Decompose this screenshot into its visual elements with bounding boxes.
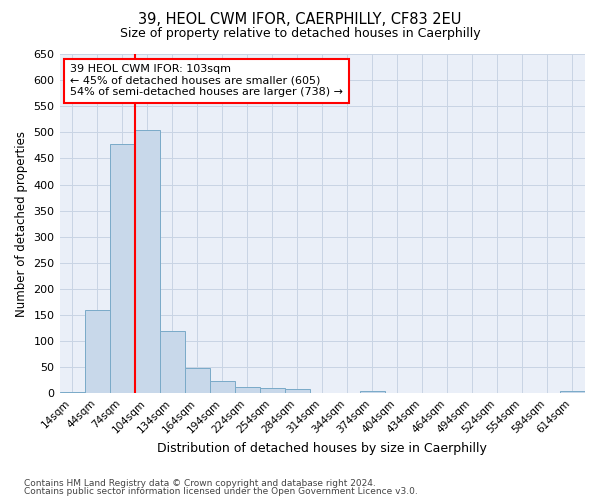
Text: Contains HM Land Registry data © Crown copyright and database right 2024.: Contains HM Land Registry data © Crown c…: [24, 478, 376, 488]
Bar: [185, 368, 209, 394]
Bar: [209, 382, 235, 394]
Y-axis label: Number of detached properties: Number of detached properties: [15, 130, 28, 316]
Text: Contains public sector information licensed under the Open Government Licence v3: Contains public sector information licen…: [24, 488, 418, 496]
Bar: [360, 390, 385, 394]
Text: 39, HEOL CWM IFOR, CAERPHILLY, CF83 2EU: 39, HEOL CWM IFOR, CAERPHILLY, CF83 2EU: [139, 12, 461, 28]
Bar: [260, 388, 285, 394]
Text: 39 HEOL CWM IFOR: 103sqm
← 45% of detached houses are smaller (605)
54% of semi-: 39 HEOL CWM IFOR: 103sqm ← 45% of detach…: [70, 64, 343, 98]
Text: Size of property relative to detached houses in Caerphilly: Size of property relative to detached ho…: [119, 28, 481, 40]
Bar: [560, 390, 585, 394]
Bar: [59, 392, 85, 394]
Bar: [235, 387, 260, 394]
X-axis label: Distribution of detached houses by size in Caerphilly: Distribution of detached houses by size …: [157, 442, 487, 455]
Bar: [85, 310, 110, 394]
Bar: [110, 144, 134, 394]
Bar: [134, 130, 160, 394]
Bar: [285, 389, 310, 394]
Bar: [160, 330, 185, 394]
